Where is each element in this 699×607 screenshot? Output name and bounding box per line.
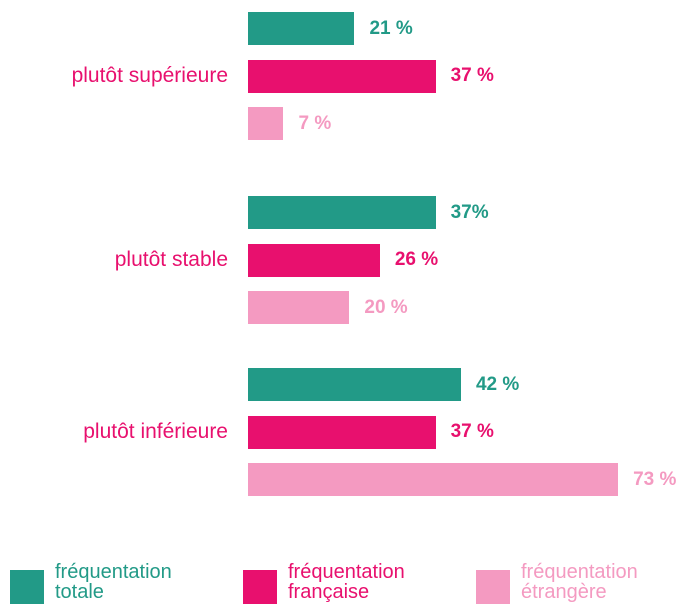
category-label: plutôt inférieure (83, 420, 228, 443)
value-label: 21 % (369, 17, 413, 39)
bar (248, 12, 355, 45)
legend-label: fréquentation française (288, 561, 405, 603)
category-label: plutôt stable (114, 248, 228, 271)
value-label: 37% (450, 201, 489, 223)
bar (248, 368, 461, 401)
value-label: 7 % (298, 112, 332, 134)
legend-swatch (476, 570, 510, 604)
legend-label: fréquentation étrangère (521, 561, 638, 603)
value-label: 26 % (394, 249, 439, 270)
legend-swatch (10, 570, 44, 604)
bar (248, 415, 436, 449)
bar (248, 59, 436, 93)
value-label: 20 % (364, 296, 408, 318)
bar (248, 107, 284, 140)
bar (248, 196, 436, 229)
legend-label: fréquentation totale (55, 561, 172, 603)
value-label: 37 % (450, 65, 494, 86)
value-label: 37 % (450, 421, 494, 442)
category-label: plutôt supérieure (71, 64, 228, 87)
bar (248, 291, 350, 324)
legend-swatch (243, 570, 277, 604)
bar (248, 463, 619, 496)
value-label: 42 % (475, 373, 520, 395)
bar (248, 243, 380, 277)
value-label: 73 % (633, 468, 677, 490)
